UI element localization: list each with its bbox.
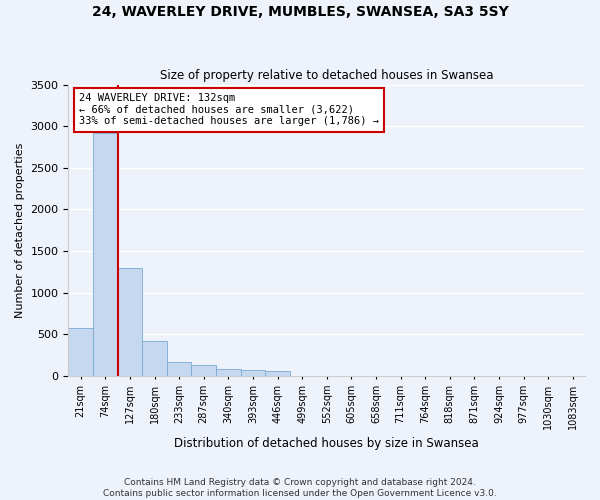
Y-axis label: Number of detached properties: Number of detached properties [15,142,25,318]
Bar [68,328,93,376]
Title: Size of property relative to detached houses in Swansea: Size of property relative to detached ho… [160,69,493,82]
Bar [241,370,265,376]
Bar [142,341,167,376]
Bar [118,268,142,376]
Bar [93,133,118,376]
Bar [167,362,191,376]
Bar [265,371,290,376]
Text: Contains HM Land Registry data © Crown copyright and database right 2024.
Contai: Contains HM Land Registry data © Crown c… [103,478,497,498]
X-axis label: Distribution of detached houses by size in Swansea: Distribution of detached houses by size … [175,437,479,450]
Bar [216,369,241,376]
Bar [191,365,216,376]
Text: 24, WAVERLEY DRIVE, MUMBLES, SWANSEA, SA3 5SY: 24, WAVERLEY DRIVE, MUMBLES, SWANSEA, SA… [92,5,508,19]
Text: 24 WAVERLEY DRIVE: 132sqm
← 66% of detached houses are smaller (3,622)
33% of se: 24 WAVERLEY DRIVE: 132sqm ← 66% of detac… [79,94,379,126]
